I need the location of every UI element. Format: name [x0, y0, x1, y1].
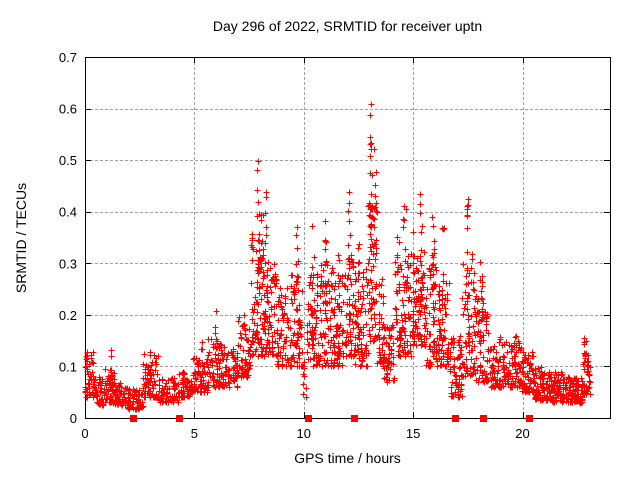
- y-tick-label: 0.7: [59, 50, 77, 65]
- axis-event-square: [130, 415, 137, 422]
- y-tick-label: 0.1: [59, 359, 77, 374]
- y-tick-label: 0.6: [59, 102, 77, 117]
- axis-event-square: [452, 415, 459, 422]
- axis-ticks: [85, 57, 610, 419]
- axis-event-square: [526, 415, 533, 422]
- x-tick-label: 15: [406, 426, 420, 441]
- x-tick-label: 5: [191, 426, 198, 441]
- axis-event-square: [480, 415, 487, 422]
- x-axis-label: GPS time / hours: [294, 450, 401, 466]
- y-tick-label: 0.2: [59, 308, 77, 323]
- chart-title: Day 296 of 2022, SRMTID for receiver upt…: [212, 18, 483, 34]
- axis-event-square: [351, 415, 358, 422]
- plot-border: [85, 57, 611, 419]
- x-tick-label: 20: [515, 426, 529, 441]
- srmtid-scatter-points: [82, 101, 594, 413]
- x-tick-label: 0: [81, 426, 88, 441]
- axis-event-square: [305, 415, 312, 422]
- y-tick-label: 0.5: [59, 153, 77, 168]
- y-tick-label: 0.4: [59, 205, 77, 220]
- axis-event-square: [176, 415, 183, 422]
- y-tick-label: 0: [70, 411, 77, 426]
- x-tick-label: 10: [297, 426, 311, 441]
- y-tick-label: 0.3: [59, 256, 77, 271]
